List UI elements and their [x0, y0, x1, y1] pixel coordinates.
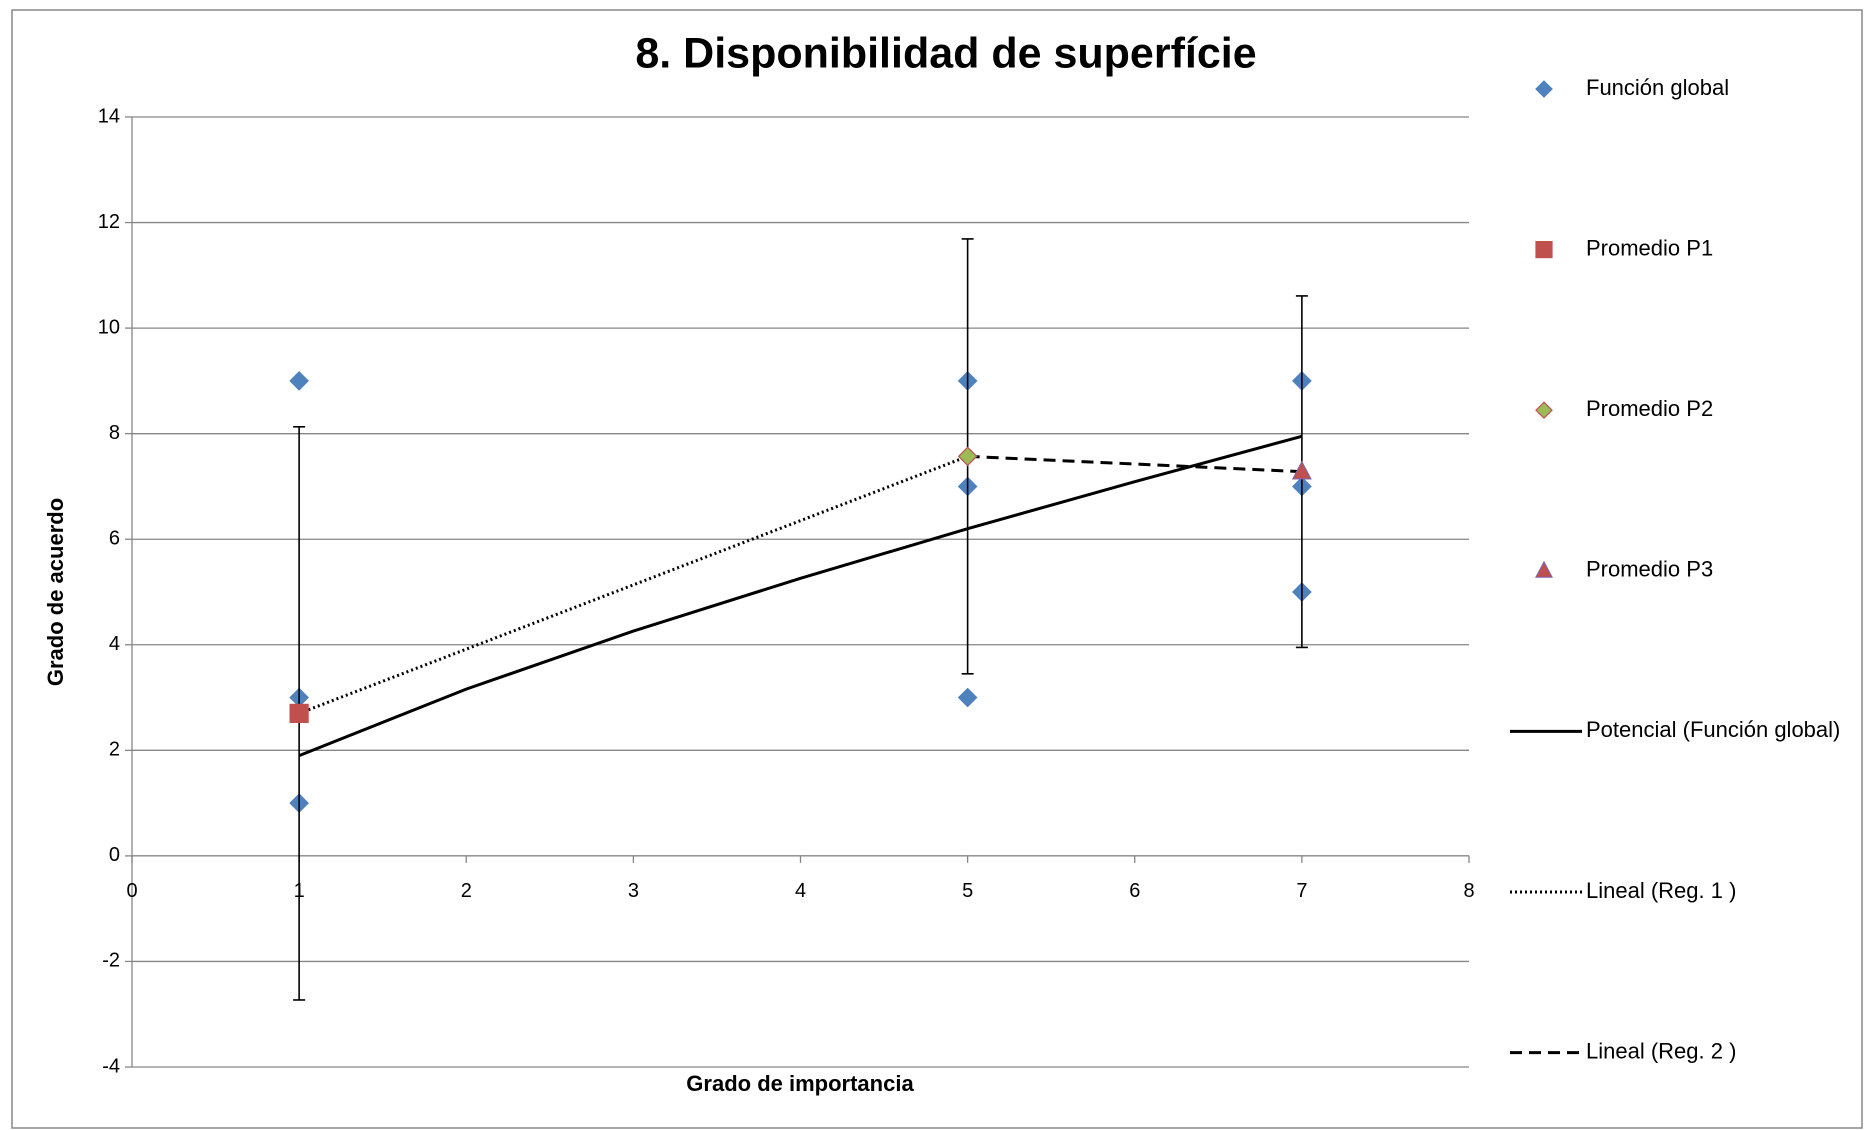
marker-triangle — [1291, 460, 1312, 480]
legend-label: Lineal (Reg. 2 ) — [1586, 1038, 1736, 1063]
marker-diamond — [1535, 80, 1553, 98]
x-axis-label: Grado de importancia — [686, 1071, 914, 1096]
y-tick-label: 12 — [98, 211, 120, 233]
chart-title: 8. Disponibilidad de superfície — [635, 29, 1256, 77]
legend-label: Potencial (Función global) — [1586, 717, 1840, 742]
legend-label: Función global — [1586, 75, 1729, 100]
y-tick-label: 2 — [109, 739, 120, 761]
x-tick-label: 6 — [1129, 880, 1140, 902]
y-tick-label: 6 — [109, 528, 120, 550]
y-tick-label: -2 — [102, 950, 120, 972]
x-tick-label: 3 — [628, 880, 639, 902]
y-tick-label: 8 — [109, 422, 120, 444]
x-tick-label: 0 — [126, 880, 137, 902]
x-tick-label: 4 — [795, 880, 806, 902]
legend-label: Promedio P2 — [1586, 396, 1713, 421]
marker-diamond — [1535, 401, 1553, 420]
marker-square — [289, 703, 309, 723]
trend-line — [298, 434, 1303, 758]
y-tick-label: 10 — [98, 316, 120, 338]
marker-diamond — [289, 371, 309, 391]
marker-square — [1535, 241, 1553, 259]
x-tick-label: 8 — [1463, 880, 1474, 902]
trend-line — [298, 454, 969, 715]
y-axis-label: Grado de acuerdo — [43, 498, 68, 686]
y-tick-label: 0 — [109, 844, 120, 866]
marker-diamond — [957, 687, 978, 708]
marker-triangle — [1535, 560, 1553, 578]
x-tick-label: 5 — [962, 880, 973, 902]
y-tick-label: 14 — [98, 105, 120, 127]
y-tick-label: -4 — [102, 1055, 120, 1077]
marker-diamond — [957, 446, 978, 467]
chart-frame — [11, 9, 1863, 1129]
legend-label: Promedio P1 — [1586, 235, 1713, 260]
legend-label: Promedio P3 — [1586, 557, 1713, 582]
y-tick-label: 4 — [109, 633, 120, 655]
legend-label: Lineal (Reg. 1 ) — [1586, 878, 1736, 903]
x-tick-label: 7 — [1296, 880, 1307, 902]
x-tick-label: 2 — [461, 880, 472, 902]
